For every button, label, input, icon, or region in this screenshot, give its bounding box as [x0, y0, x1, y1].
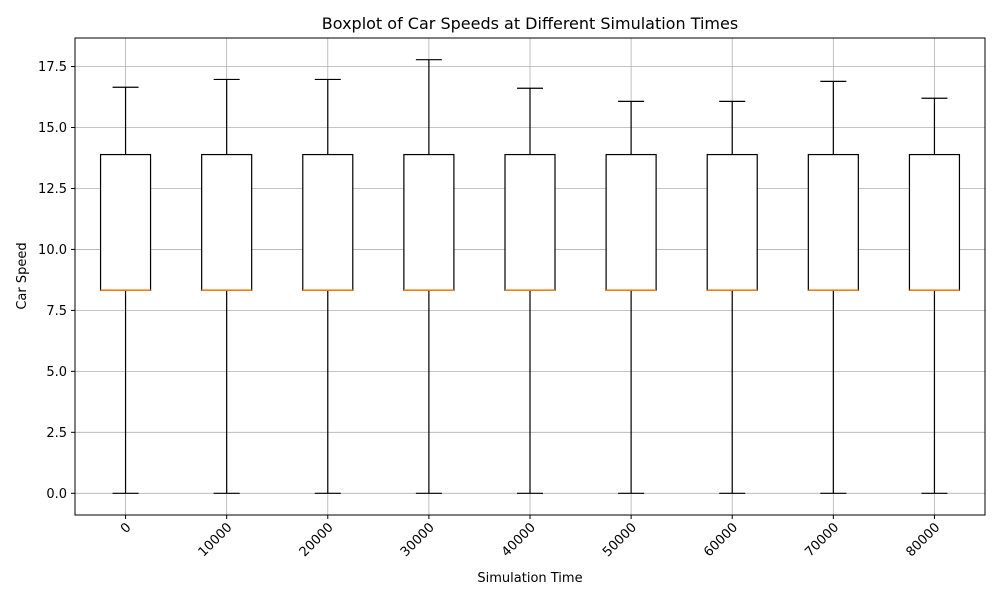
box-0 — [99, 86, 152, 494]
y-axis-label: Car Speed — [15, 242, 30, 309]
box-80000 — [908, 97, 961, 494]
iqr-box — [504, 153, 556, 291]
box-30000 — [403, 59, 455, 494]
y-tick-label: 17.5 — [38, 60, 67, 75]
x-tick-label: 50000 — [600, 520, 640, 560]
iqr-box — [99, 153, 152, 291]
iqr-box — [302, 153, 354, 291]
y-tick-label: 7.5 — [46, 304, 67, 319]
x-axis-label: Simulation Time — [477, 571, 582, 586]
iqr-box — [605, 153, 657, 291]
box-20000 — [302, 78, 354, 494]
chart-title: Boxplot of Car Speeds at Different Simul… — [322, 14, 738, 33]
y-tick-label: 10.0 — [38, 243, 67, 258]
box-60000 — [706, 100, 758, 494]
y-tick-label: 0.0 — [46, 487, 67, 502]
x-tick-label: 80000 — [903, 520, 943, 560]
iqr-box — [403, 153, 455, 291]
box-10000 — [201, 78, 253, 494]
y-tick-label: 2.5 — [46, 426, 67, 441]
x-tick-label: 60000 — [701, 520, 741, 560]
y-tick-label: 12.5 — [38, 182, 67, 197]
x-tick-label: 0 — [118, 520, 134, 536]
box-40000 — [504, 87, 556, 494]
x-tick-label: 40000 — [499, 520, 539, 560]
iqr-box — [706, 153, 758, 291]
x-tick-label: 30000 — [398, 520, 438, 560]
x-tick-label: 70000 — [802, 520, 842, 560]
iqr-box — [201, 153, 253, 291]
y-tick-label: 5.0 — [46, 365, 67, 380]
iqr-box — [807, 153, 859, 291]
box-layer — [99, 59, 961, 494]
y-tick-label: 15.0 — [38, 121, 67, 136]
box-70000 — [807, 80, 859, 494]
box-50000 — [605, 100, 657, 494]
x-tick-label: 10000 — [196, 520, 236, 560]
iqr-box — [908, 153, 961, 291]
x-tick-label: 20000 — [297, 520, 337, 560]
